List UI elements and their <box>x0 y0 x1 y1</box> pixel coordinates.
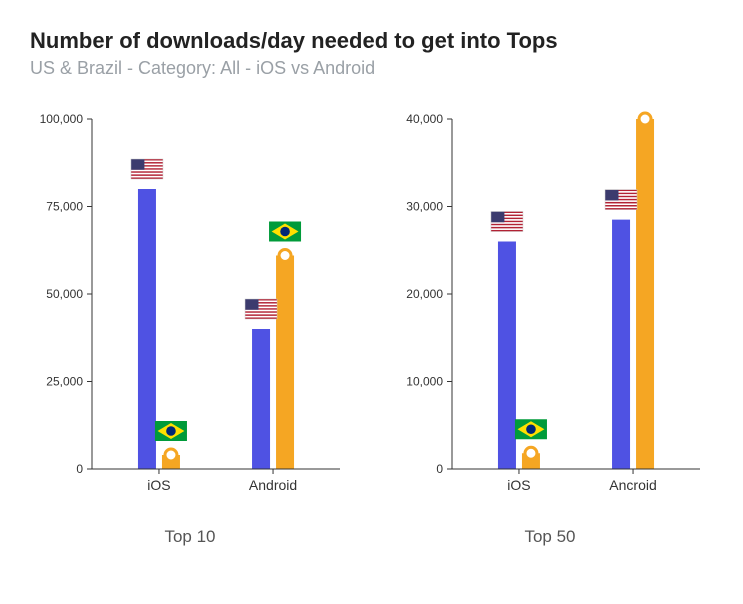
y-tick-label: 100,000 <box>40 112 84 126</box>
br-bar-marker-icon <box>165 449 177 461</box>
br-flag-icon <box>155 421 187 441</box>
y-tick-label: 10,000 <box>406 375 443 389</box>
x-category-label: iOS <box>147 477 170 493</box>
us-flag-icon <box>245 299 277 319</box>
br-bar-marker-icon <box>279 250 291 262</box>
y-tick-label: 0 <box>76 462 83 476</box>
y-tick-label: 0 <box>436 462 443 476</box>
chart-panel: 0 25,000 50,000 75,000 100,000 iOS Android Top … <box>30 109 350 547</box>
us-flag-icon <box>605 190 637 210</box>
chart-panel: 0 10,000 20,000 30,000 40,000 iOS Ancroid Top 5… <box>390 109 710 547</box>
br-flag-icon <box>515 419 547 439</box>
br-bar-marker-icon <box>639 113 651 125</box>
bar-br <box>636 119 654 469</box>
br-flag-icon <box>269 222 301 242</box>
bar-us <box>138 189 156 469</box>
x-category-label: iOS <box>507 477 530 493</box>
y-tick-label: 75,000 <box>46 200 83 214</box>
us-flag-icon <box>131 159 163 179</box>
bar-us <box>252 329 270 469</box>
bar-br <box>276 256 294 470</box>
x-category-label: Ancroid <box>609 477 656 493</box>
chart-subtitle: US & Brazil - Category: All - iOS vs And… <box>30 58 713 79</box>
page-root: Number of downloads/day needed to get in… <box>0 0 743 604</box>
y-tick-label: 20,000 <box>406 287 443 301</box>
chart-svg: 0 25,000 50,000 75,000 100,000 iOS Android <box>30 109 350 509</box>
bar-us <box>612 220 630 469</box>
chart-title: Number of downloads/day needed to get in… <box>30 28 713 54</box>
y-tick-label: 25,000 <box>46 375 83 389</box>
panel-label: Top 50 <box>390 527 710 547</box>
bar-us <box>498 242 516 470</box>
charts-container: 0 25,000 50,000 75,000 100,000 iOS Android Top … <box>30 109 713 547</box>
y-tick-label: 40,000 <box>406 112 443 126</box>
us-flag-icon <box>491 212 523 232</box>
chart-svg: 0 10,000 20,000 30,000 40,000 iOS Ancroid <box>390 109 710 509</box>
y-tick-label: 50,000 <box>46 287 83 301</box>
panel-label: Top 10 <box>30 527 350 547</box>
y-tick-label: 30,000 <box>406 200 443 214</box>
br-bar-marker-icon <box>525 447 537 459</box>
x-category-label: Android <box>249 477 297 493</box>
